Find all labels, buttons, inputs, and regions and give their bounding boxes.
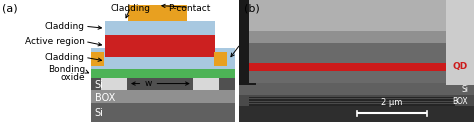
Text: w: w [145, 79, 152, 88]
Bar [249, 0, 446, 34]
Bar [249, 99, 455, 101]
Text: BOX: BOX [453, 97, 468, 106]
Bar [91, 78, 235, 90]
Bar [249, 22, 446, 83]
Text: oxide: oxide [60, 73, 85, 82]
Bar [91, 48, 235, 69]
Text: Cladding: Cladding [45, 53, 85, 62]
Text: N-contact: N-contact [241, 39, 284, 48]
Bar [193, 78, 219, 90]
Bar [91, 90, 235, 103]
Bar [239, 106, 474, 122]
Text: Cladding: Cladding [45, 22, 85, 31]
Bar [249, 102, 455, 103]
Text: Si: Si [94, 80, 103, 90]
Bar [105, 21, 215, 35]
Text: Cladding: Cladding [110, 4, 150, 13]
Text: Bonding: Bonding [48, 65, 85, 74]
Bar [91, 103, 235, 122]
Bar [249, 97, 455, 98]
Bar [239, 0, 256, 85]
Text: (a): (a) [2, 4, 18, 14]
Bar [128, 5, 187, 21]
Text: Si: Si [461, 85, 468, 94]
Bar [249, 63, 446, 71]
Text: Si: Si [94, 108, 103, 118]
Text: QD: QD [453, 62, 468, 71]
Bar [239, 83, 474, 95]
Text: Active region: Active region [25, 37, 85, 46]
Bar [239, 95, 474, 106]
Bar [249, 30, 446, 43]
Bar [100, 78, 127, 90]
Text: BOX: BOX [94, 93, 115, 103]
Bar [249, 104, 455, 106]
Text: P-contact: P-contact [168, 4, 210, 13]
Bar [91, 52, 104, 66]
Bar [105, 35, 215, 57]
Text: (b): (b) [244, 4, 260, 14]
Text: 2 μm: 2 μm [381, 98, 402, 107]
Bar [446, 0, 474, 85]
Bar [214, 52, 228, 66]
Bar [91, 69, 235, 78]
